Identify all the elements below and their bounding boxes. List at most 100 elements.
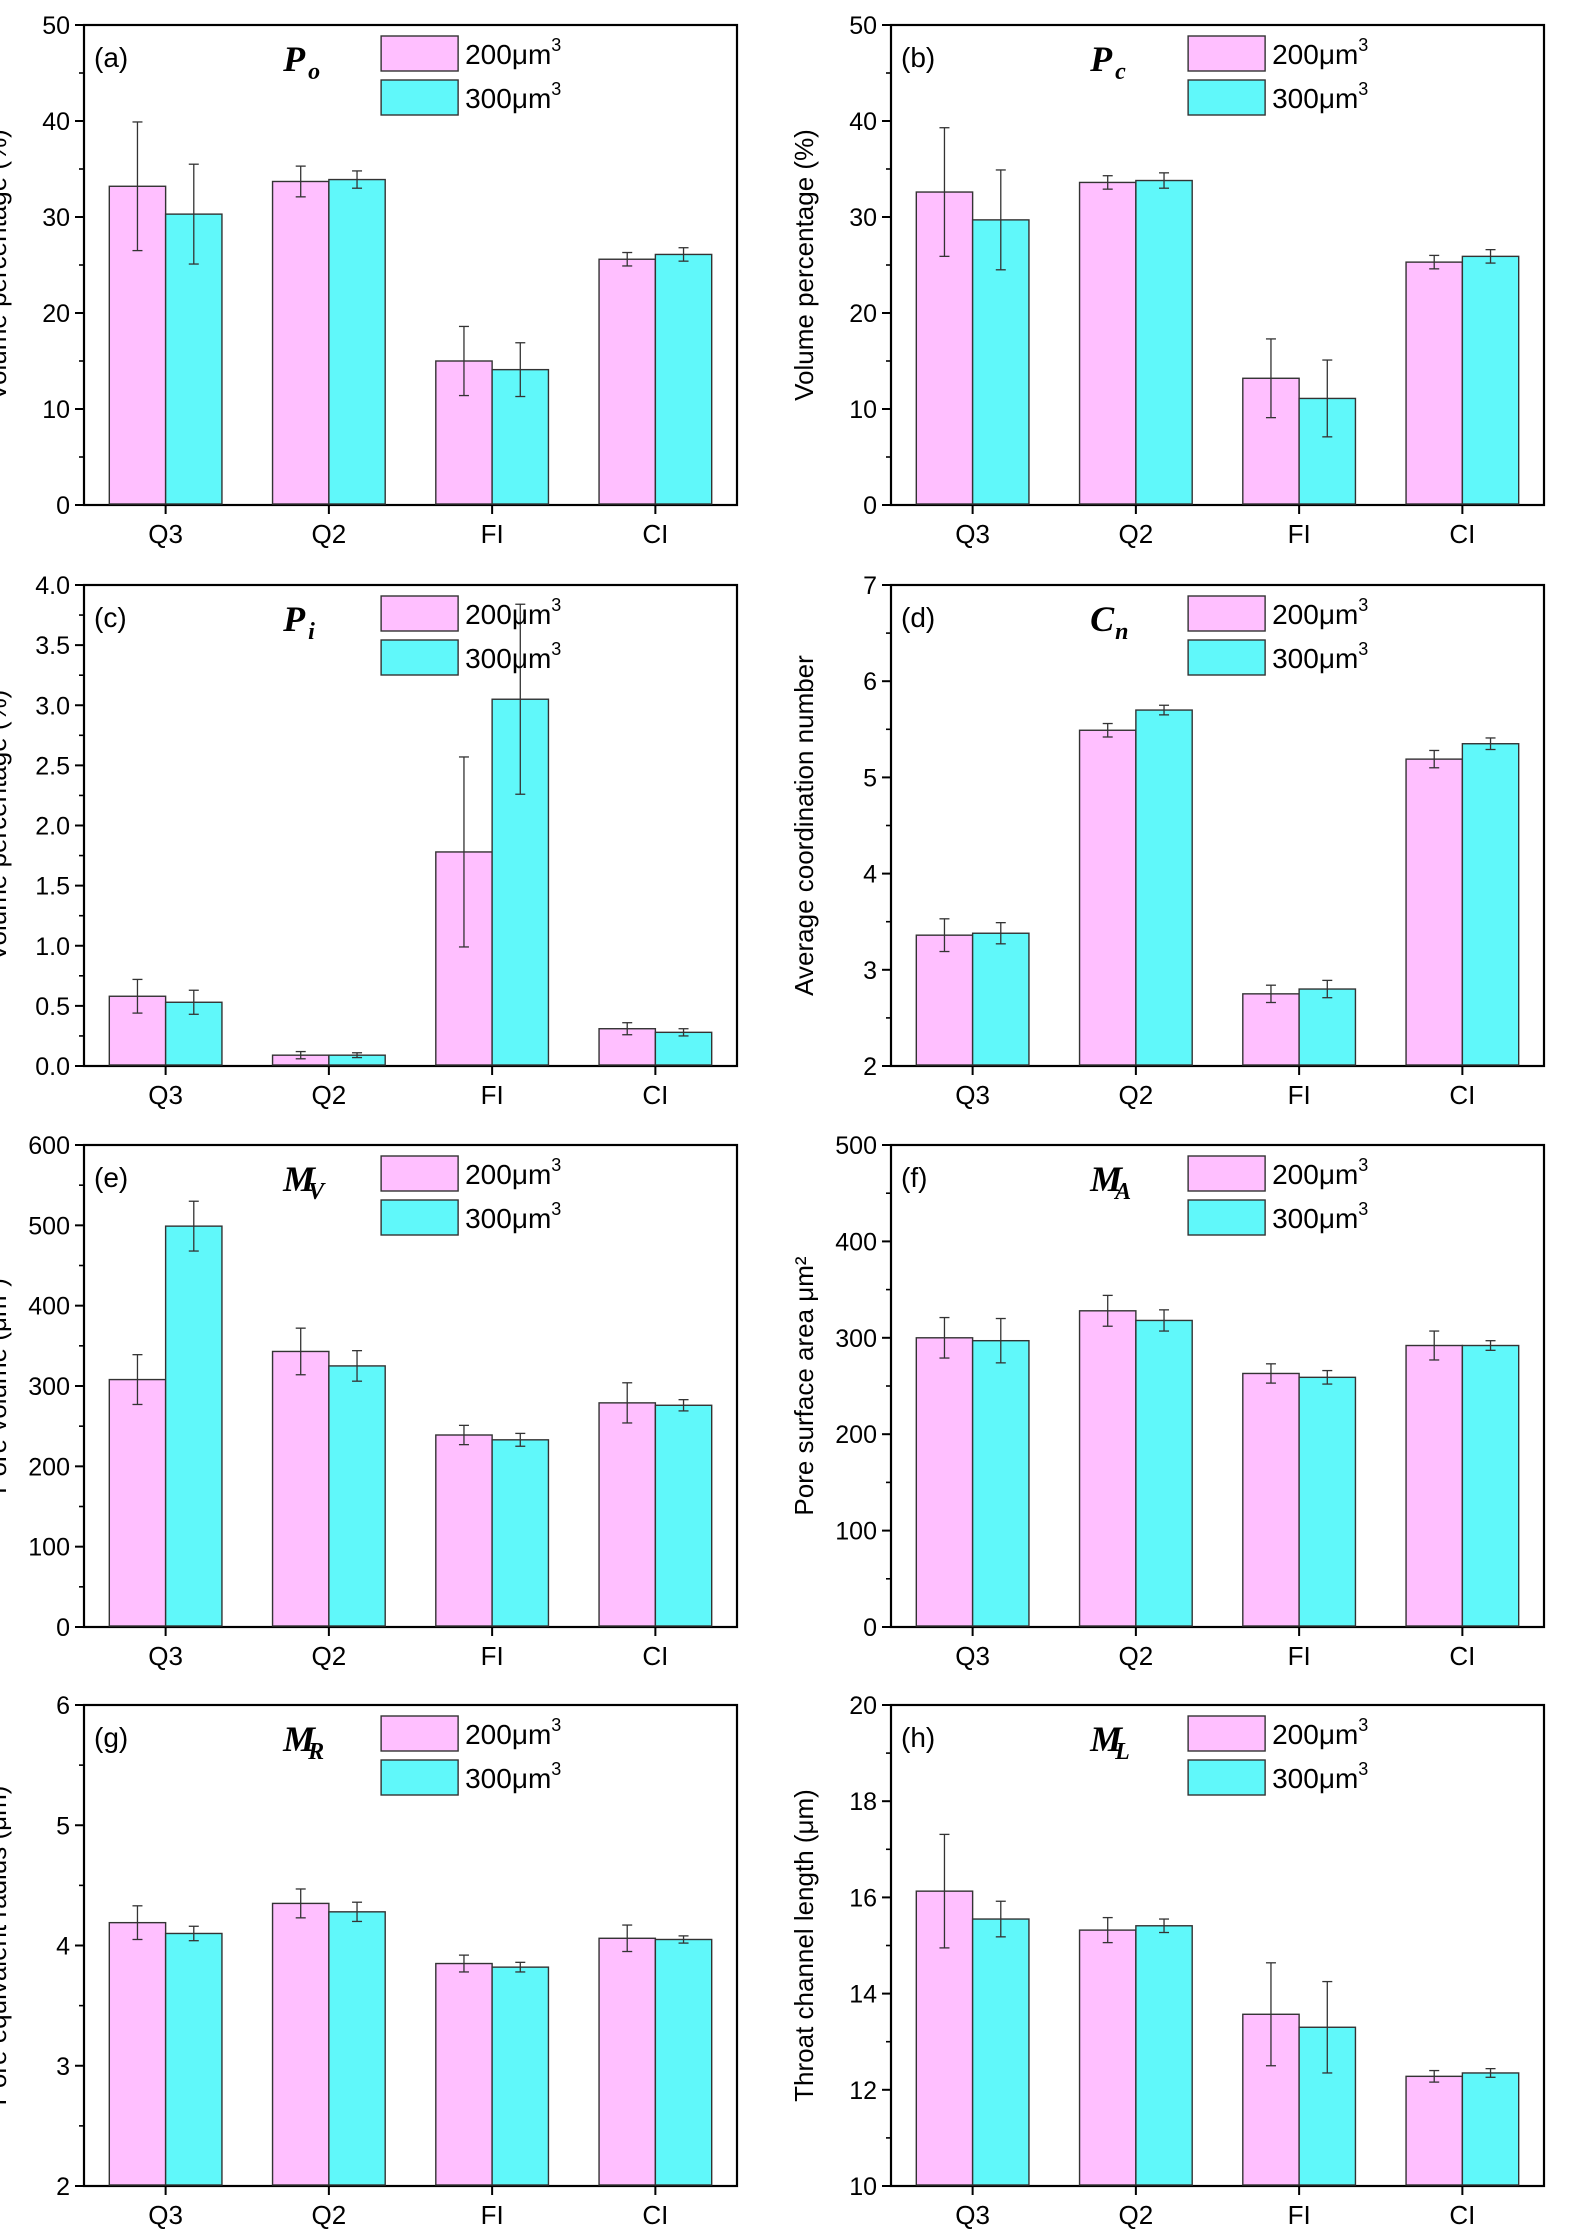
panel-label: (h) [901, 1722, 935, 1753]
legend-label: 200μm3 [1272, 35, 1368, 70]
y-tick-label: 20 [849, 1692, 877, 1720]
y-tick-label: 40 [42, 108, 70, 136]
bar [328, 1365, 386, 1627]
x-tick-label: FI [1288, 519, 1311, 549]
bar [1135, 709, 1193, 1066]
legend-label-superscript: 3 [551, 1759, 561, 1779]
bar [271, 180, 330, 505]
legend-label-superscript: 3 [1358, 1199, 1368, 1219]
y-axis-label: Average coordination number [789, 655, 819, 996]
legend-swatch-300 [1187, 639, 1266, 676]
y-tick-label: 0 [56, 492, 70, 520]
bar [1078, 1929, 1137, 2186]
y-tick-label: 6 [56, 1692, 70, 1720]
bar [971, 1339, 1030, 1627]
legend-swatch-300 [380, 1759, 459, 1796]
chart-panel-c: 0.0 0.5 1.0 1.5 2.0 2.5 3.0 3.5 4.0 Volume percen… [0, 572, 739, 1110]
y-tick-label: 200 [28, 1453, 70, 1481]
legend-label-superscript: 3 [1358, 79, 1368, 99]
y-tick-label: 300 [28, 1373, 70, 1401]
bar [1298, 988, 1357, 1066]
legend-label: 300μm3 [1272, 79, 1368, 114]
bar [1461, 743, 1520, 1066]
y-tick-label: 40 [849, 108, 877, 136]
panel-symbol: C [1090, 599, 1115, 639]
legend-label-text: 300μm [1272, 1203, 1358, 1234]
bar [598, 258, 657, 505]
x-tick-label: Q3 [148, 2200, 183, 2230]
panel-label: (c) [94, 602, 127, 633]
y-tick-label: 100 [28, 1534, 70, 1562]
x-tick-label: Q2 [312, 519, 347, 549]
y-tick-label: 4 [56, 1933, 70, 1961]
y-axis-label: Volume percentage (%) [0, 129, 12, 401]
bar [598, 1402, 657, 1627]
legend-label-text: 200μm [1272, 1159, 1358, 1190]
bar [328, 178, 386, 505]
x-tick-label: CI [1449, 1080, 1475, 1110]
y-axis-label: Pore surface area μm² [789, 1256, 819, 1516]
panel-symbol-subscript: i [308, 619, 315, 645]
y-tick-label: 2 [56, 2173, 70, 2201]
legend-label: 300μm3 [1272, 639, 1368, 674]
bar [598, 1937, 657, 2186]
panel-symbol-subscript: o [308, 59, 320, 85]
panel-symbol: M [1089, 1159, 1124, 1199]
y-tick-label: 10 [849, 2173, 877, 2201]
legend-label: 200μm3 [1272, 1155, 1368, 1190]
chart-panel-b: 0 10 20 30 40 50 Volume percentage (%) Q3 Q2 FI CI… [789, 12, 1546, 549]
x-tick-label: FI [1288, 1641, 1311, 1671]
legend-swatch-200 [1187, 35, 1266, 72]
legend-label: 300μm3 [465, 1759, 561, 1794]
panel-symbol: M [282, 1719, 317, 1759]
panel-symbol-subscript: V [308, 1179, 326, 1205]
panel-symbol: M [282, 1159, 317, 1199]
bar [491, 1439, 550, 1627]
legend-label: 200μm3 [465, 35, 561, 70]
legend-label: 200μm3 [465, 1155, 561, 1190]
legend-label-superscript: 3 [551, 1155, 561, 1175]
x-tick-label: Q3 [955, 2200, 990, 2230]
y-tick-label: 2.5 [35, 752, 70, 780]
bar [1298, 2026, 1357, 2186]
x-tick-label: FI [1288, 2200, 1311, 2230]
chart-panel-h: 10 12 14 16 18 20 Throat channel length (μm) Q3… [789, 1692, 1546, 2230]
x-tick-label: FI [481, 1641, 504, 1671]
y-tick-label: 500 [28, 1212, 70, 1240]
bar [971, 1918, 1030, 2186]
y-axis-label: Throat channel length (μm) [789, 1789, 819, 2102]
panel-symbol: P [282, 39, 306, 79]
legend-label-text: 200μm [1272, 599, 1358, 630]
y-tick-label: 600 [28, 1132, 70, 1160]
y-tick-label: 50 [849, 12, 877, 40]
y-tick-label: 3 [863, 957, 877, 985]
legend-label: 300μm3 [465, 79, 561, 114]
legend-label: 300μm3 [1272, 1759, 1368, 1794]
x-tick-label: Q2 [1119, 1641, 1154, 1671]
bar [1242, 993, 1300, 1066]
legend-swatch-200 [1187, 1155, 1266, 1192]
legend-label-superscript: 3 [551, 1715, 561, 1735]
x-tick-label: CI [642, 519, 668, 549]
legend-label-text: 300μm [465, 643, 551, 674]
legend-label: 200μm3 [1272, 595, 1368, 630]
y-tick-label: 400 [28, 1293, 70, 1321]
y-tick-label: 7 [863, 572, 877, 600]
y-tick-label: 0.5 [35, 993, 70, 1021]
legend-label: 300μm3 [1272, 1199, 1368, 1234]
panel-symbol: M [1089, 1719, 1124, 1759]
y-tick-label: 30 [42, 204, 70, 232]
chart-panel-g: 2 3 4 5 6 Pore equivalent radius (μm) Q3 Q2 FI CI… [0, 1692, 739, 2230]
y-tick-label: 1.5 [35, 873, 70, 901]
x-tick-label: CI [642, 1080, 668, 1110]
y-tick-label: 0.0 [35, 1053, 70, 1081]
legend-label-text: 200μm [465, 599, 551, 630]
bar [654, 1031, 713, 1066]
x-tick-label: CI [1449, 1641, 1475, 1671]
bar [1405, 1344, 1464, 1627]
x-tick-label: CI [642, 2200, 668, 2230]
legend-label-superscript: 3 [1358, 595, 1368, 615]
bar [1242, 1372, 1300, 1627]
legend-swatch-300 [380, 1199, 459, 1236]
